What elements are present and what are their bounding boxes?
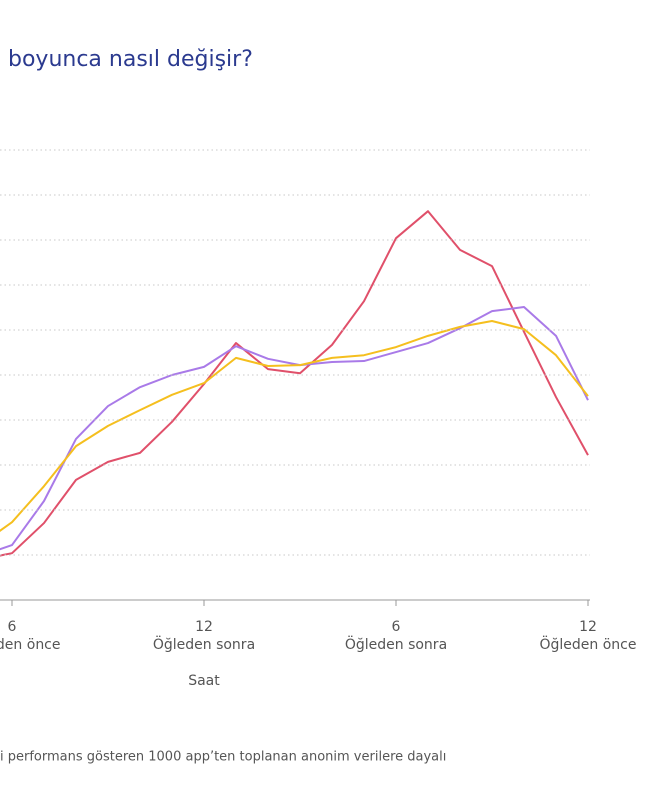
- footnote: i performans gösteren 1000 app’ten topla…: [0, 750, 446, 765]
- series-line: [0, 306, 589, 551]
- chart-title: boyunca nasıl değişir?: [8, 47, 253, 72]
- plot-area: [0, 210, 589, 557]
- x-tick-label: 12: [579, 619, 597, 635]
- x-tick-label: 6: [8, 619, 17, 635]
- series-line: [0, 210, 589, 557]
- x-tick-label: 6: [392, 619, 401, 635]
- x-tick-label: 12: [195, 619, 213, 635]
- x-tick-sublabel: Öğleden sonra: [345, 635, 447, 653]
- x-tick-sublabel: Öğleden sonra: [153, 635, 255, 653]
- x-axis-label: Saat: [188, 673, 220, 689]
- series-line: [0, 320, 589, 532]
- x-tick-sublabel: Öğleden önce: [0, 635, 60, 653]
- x-tick-sublabel: Öğleden önce: [540, 635, 637, 653]
